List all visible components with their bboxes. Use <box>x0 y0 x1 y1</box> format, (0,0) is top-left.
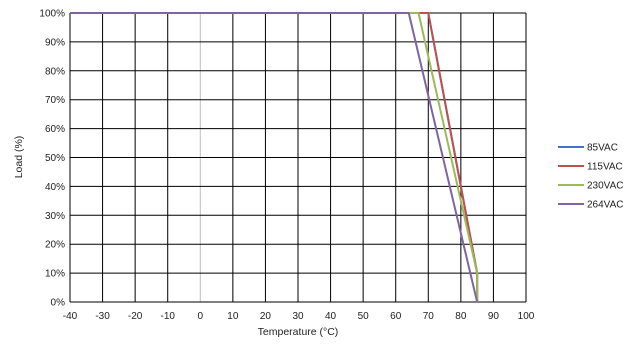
y-tick-label: 100% <box>39 9 65 20</box>
x-tick-label: 60 <box>390 311 402 322</box>
legend-label: 264VAC <box>587 200 624 211</box>
x-tick-label: 20 <box>260 311 272 322</box>
x-tick-label: 10 <box>227 311 239 322</box>
y-tick-label: 0% <box>51 298 66 309</box>
legend-label: 85VAC <box>587 143 618 154</box>
x-tick-label: 30 <box>292 311 304 322</box>
x-tick-label: -20 <box>128 311 143 322</box>
y-tick-label: 60% <box>45 124 65 135</box>
x-tick-label: -30 <box>95 311 110 322</box>
x-axis-ticks: -40 -30 -20 -10 0 10 20 30 40 50 60 70 80 90 100 <box>63 311 535 322</box>
legend-label: 115VAC <box>587 162 623 173</box>
x-tick-label: 90 <box>488 311 500 322</box>
grid <box>69 12 527 303</box>
x-axis-title: Temperature (°C) <box>258 326 339 338</box>
x-tick-label: 70 <box>423 311 435 322</box>
x-tick-label: 80 <box>455 311 467 322</box>
x-tick-label: 40 <box>325 311 337 322</box>
legend: 85VAC 115VAC 230VAC 264VAC <box>558 143 624 211</box>
x-tick-label: -40 <box>63 311 78 322</box>
y-tick-label: 80% <box>45 66 65 77</box>
y-tick-label: 90% <box>45 37 65 48</box>
x-tick-label: -10 <box>160 311 175 322</box>
legend-label: 230VAC <box>587 181 624 192</box>
y-axis-ticks: 0% 10% 20% 30% 40% 50% 60% 70% 80% 90% 100% <box>39 9 65 309</box>
y-tick-label: 50% <box>45 153 65 164</box>
x-tick-label: 0 <box>198 311 204 322</box>
y-tick-label: 70% <box>45 95 65 106</box>
series-line-264VAC <box>70 12 479 303</box>
x-tick-label: 50 <box>358 311 370 322</box>
series-lines <box>70 12 479 303</box>
y-axis-title: Load (%) <box>13 136 25 179</box>
y-tick-label: 40% <box>45 182 65 193</box>
y-tick-label: 10% <box>45 269 65 280</box>
x-tick-label: 100 <box>518 311 535 322</box>
y-tick-label: 30% <box>45 211 65 222</box>
y-tick-label: 20% <box>45 240 65 251</box>
